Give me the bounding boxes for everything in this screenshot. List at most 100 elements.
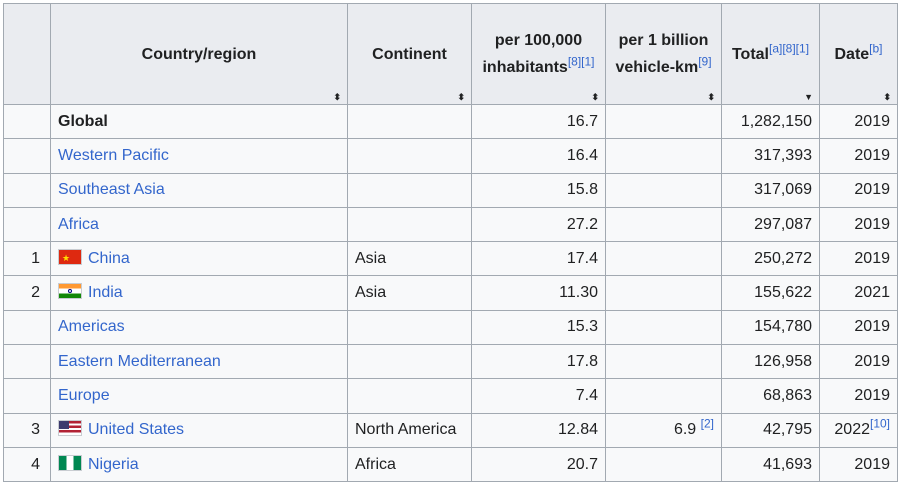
total-cell: 155,622 xyxy=(721,275,820,311)
total-cell: 1,282,150 xyxy=(721,103,820,140)
date-cell: 2022[10] xyxy=(819,412,898,448)
per100k-cell: 7.4 xyxy=(471,378,606,414)
date-ref[interactable]: [10] xyxy=(869,416,890,431)
header-perbillion[interactable]: per 1 billion vehicle-km[9] ⬍ xyxy=(605,3,722,105)
table-row: 3 United States North America 12.84 6.9 [2] 4… xyxy=(3,412,898,448)
total-cell: 41,693 xyxy=(721,446,820,483)
per100k-cell: 20.7 xyxy=(471,446,606,483)
country-link[interactable]: Europe xyxy=(58,387,110,405)
header-rank[interactable] xyxy=(3,3,51,105)
header-row: Country/region ⬍ Continent ⬍ per 100,000… xyxy=(3,3,898,105)
country-cell: United States xyxy=(50,412,348,448)
date-cell: 2019 xyxy=(819,172,898,208)
per100k-cell: 15.3 xyxy=(471,309,606,346)
perbillion-cell xyxy=(605,206,722,243)
table-row: Southeast Asia 15.8 317,069 2019 xyxy=(3,172,898,208)
continent-cell xyxy=(347,309,472,346)
us-flag-icon xyxy=(58,420,82,437)
header-date-label: Date xyxy=(834,45,870,63)
rank-cell: 4 xyxy=(3,446,51,483)
country-cell: Europe xyxy=(50,378,348,414)
country-link[interactable]: United States xyxy=(88,421,185,439)
date-value: 2022 xyxy=(834,421,870,439)
sort-both-icon[interactable]: ⬍ xyxy=(591,92,599,102)
date-cell: 2021 xyxy=(819,275,898,311)
perbillion-ref[interactable]: [2] xyxy=(700,416,714,431)
perbillion-cell xyxy=(605,275,722,311)
sort-both-icon[interactable]: ⬍ xyxy=(457,92,465,102)
date-value: 2019 xyxy=(854,318,890,336)
table-row: Americas 15.3 154,780 2019 xyxy=(3,309,898,346)
table-row: Africa 27.2 297,087 2019 xyxy=(3,206,898,243)
perbillion-cell xyxy=(605,344,722,380)
header-total[interactable]: Total[a][8][1] ▼ xyxy=(721,3,820,105)
rank-cell xyxy=(3,309,51,346)
rank-cell xyxy=(3,344,51,380)
total-cell: 317,393 xyxy=(721,138,820,174)
continent-cell xyxy=(347,206,472,243)
per100k-cell: 27.2 xyxy=(471,206,606,243)
date-cell: 2019 xyxy=(819,309,898,346)
continent-cell xyxy=(347,172,472,208)
rank-cell xyxy=(3,138,51,174)
header-per100k-label: per 100,000 inhabitants xyxy=(482,32,583,76)
date-value: 2019 xyxy=(854,146,890,164)
date-cell: 2019 xyxy=(819,378,898,414)
date-cell: 2019 xyxy=(819,241,898,277)
country-link[interactable]: Americas xyxy=(58,318,125,336)
country-cell: Western Pacific xyxy=(50,138,348,174)
rank-cell xyxy=(3,378,51,414)
rank-cell xyxy=(3,103,51,140)
continent-cell xyxy=(347,138,472,174)
country-cell: Global xyxy=(50,103,348,140)
country-link[interactable]: India xyxy=(88,284,123,302)
sort-desc-icon[interactable]: ▼ xyxy=(804,92,813,102)
rank-cell: 1 xyxy=(3,241,51,277)
header-continent-label: Continent xyxy=(372,45,447,63)
rank-cell xyxy=(3,172,51,208)
total-cell: 68,863 xyxy=(721,378,820,414)
header-country[interactable]: Country/region ⬍ xyxy=(50,3,348,105)
country-link[interactable]: Africa xyxy=(58,215,99,233)
date-cell: 2019 xyxy=(819,138,898,174)
header-date-ref[interactable]: [b] xyxy=(869,41,883,56)
road-deaths-table: Country/region ⬍ Continent ⬍ per 100,000… xyxy=(3,3,898,483)
perbillion-value: 6.9 xyxy=(673,421,697,439)
continent-cell: North America xyxy=(347,412,472,448)
country-link[interactable]: Western Pacific xyxy=(58,146,169,164)
header-per100k-ref[interactable]: [8][1] xyxy=(567,54,595,69)
rank-cell: 3 xyxy=(3,412,51,448)
table-row: Global 16.7 1,282,150 2019 xyxy=(3,103,898,140)
country-link[interactable]: China xyxy=(88,249,130,267)
header-country-label: Country/region xyxy=(141,45,257,63)
table-row: Western Pacific 16.4 317,393 2019 xyxy=(3,138,898,174)
total-cell: 126,958 xyxy=(721,344,820,380)
header-continent[interactable]: Continent ⬍ xyxy=(347,3,472,105)
date-value: 2019 xyxy=(854,215,890,233)
table-body: Global 16.7 1,282,150 2019 Western Pacific 1… xyxy=(3,103,898,483)
sort-both-icon[interactable]: ⬍ xyxy=(707,92,715,102)
total-cell: 154,780 xyxy=(721,309,820,346)
date-cell: 2019 xyxy=(819,446,898,483)
continent-cell: Asia xyxy=(347,241,472,277)
total-cell: 250,272 xyxy=(721,241,820,277)
per100k-cell: 15.8 xyxy=(471,172,606,208)
total-cell: 297,087 xyxy=(721,206,820,243)
continent-cell: Asia xyxy=(347,275,472,311)
perbillion-cell xyxy=(605,172,722,208)
sort-both-icon[interactable]: ⬍ xyxy=(883,92,891,102)
header-total-ref[interactable]: [a][8][1] xyxy=(769,41,810,56)
country-link[interactable]: Nigeria xyxy=(88,455,139,473)
country-link[interactable]: Southeast Asia xyxy=(58,181,165,199)
country-cell: Southeast Asia xyxy=(50,172,348,208)
date-value: 2019 xyxy=(854,249,890,267)
header-total-label: Total xyxy=(731,45,769,63)
header-per100k[interactable]: per 100,000 inhabitants[8][1] ⬍ xyxy=(471,3,606,105)
total-cell: 317,069 xyxy=(721,172,820,208)
date-value: 2019 xyxy=(854,455,890,473)
header-perbillion-ref[interactable]: [9] xyxy=(698,54,712,69)
sort-both-icon[interactable]: ⬍ xyxy=(333,92,341,102)
header-date[interactable]: Date[b] ⬍ xyxy=(819,3,898,105)
country-cell: India xyxy=(50,275,348,311)
country-link[interactable]: Eastern Mediterranean xyxy=(58,352,221,370)
